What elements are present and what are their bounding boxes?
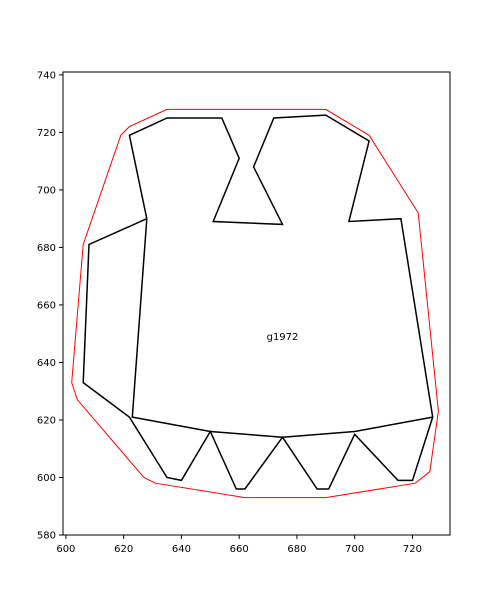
y-tick-label: 600 (37, 473, 56, 484)
y-tick-label: 720 (37, 128, 56, 139)
series-0-outline (71, 108, 439, 499)
x-tick-label: 600 (56, 544, 75, 555)
x-tick-label: 640 (172, 544, 191, 555)
x-axis: 600 620 640 660 680 700 720 (56, 535, 422, 555)
polygon-annotation: g1972 (267, 332, 299, 343)
y-tick-label: 640 (37, 358, 56, 369)
x-tick-label: 660 (230, 544, 249, 555)
y-tick-label: 680 (37, 243, 56, 254)
y-tick-label: 660 (37, 300, 56, 311)
x-tick-label: 720 (403, 544, 422, 555)
y-tick-label: 700 (37, 185, 56, 196)
series-1-outline (82, 114, 434, 490)
y-tick-label: 580 (37, 531, 56, 542)
series-layer (71, 108, 439, 499)
x-tick-label: 700 (345, 544, 364, 555)
plot-frame (62, 71, 451, 536)
series-2-outline (131, 218, 433, 438)
x-tick-label: 680 (287, 544, 306, 555)
y-tick-label: 620 (37, 415, 56, 426)
y-tick-label: 740 (37, 70, 56, 81)
x-tick-label: 620 (114, 544, 133, 555)
y-axis: 580 600 620 640 660 680 700 720 740 (37, 70, 63, 542)
